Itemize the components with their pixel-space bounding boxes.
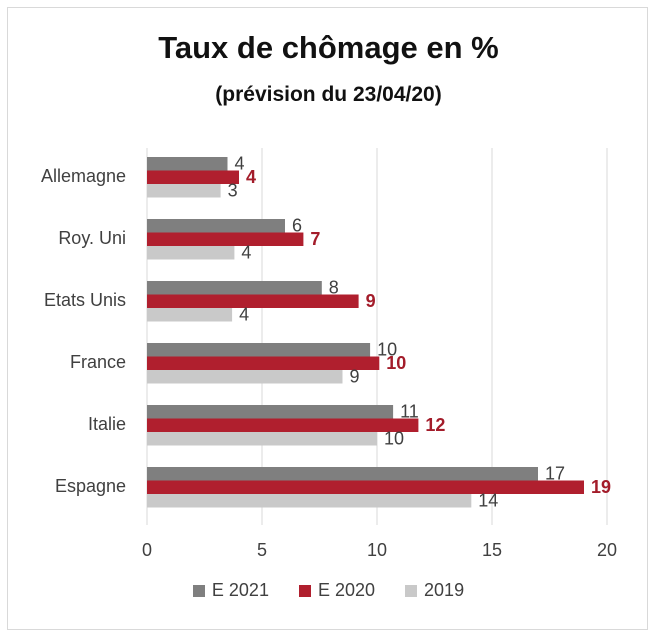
data-label: 11 xyxy=(400,402,419,422)
data-label: 4 xyxy=(246,167,256,187)
category-label: Italie xyxy=(88,414,126,434)
bar xyxy=(147,170,239,184)
data-label: 8 xyxy=(329,278,339,298)
bar xyxy=(147,480,584,494)
data-label: 10 xyxy=(386,353,406,373)
x-tick-label: 5 xyxy=(257,540,267,560)
data-label: 14 xyxy=(478,491,498,511)
legend-item: E 2021 xyxy=(192,580,269,601)
bar xyxy=(147,219,285,233)
data-label: 6 xyxy=(292,216,302,236)
data-label: 19 xyxy=(591,477,611,497)
bar xyxy=(147,432,377,446)
bar xyxy=(147,418,419,432)
legend-item: 2019 xyxy=(405,580,464,601)
x-tick-label: 10 xyxy=(367,540,387,560)
data-label: 9 xyxy=(366,291,376,311)
x-tick-label: 20 xyxy=(597,540,617,560)
chart-legend: E 2021 E 2020 2019 xyxy=(0,580,657,601)
bar xyxy=(147,467,538,481)
data-label: 7 xyxy=(310,229,320,249)
data-label: 4 xyxy=(235,154,245,174)
bar xyxy=(147,343,371,357)
chart-frame xyxy=(7,7,648,630)
x-tick-label: 0 xyxy=(142,540,152,560)
data-label: 9 xyxy=(350,367,360,387)
category-label: Allemagne xyxy=(41,166,126,186)
data-label: 10 xyxy=(377,340,397,360)
data-label: 17 xyxy=(545,464,565,484)
legend-swatch xyxy=(298,584,311,597)
legend-swatch xyxy=(405,584,418,597)
legend-swatch xyxy=(192,584,205,597)
bar xyxy=(147,281,322,295)
legend-label: 2019 xyxy=(424,580,465,600)
legend-label: E 2021 xyxy=(211,580,269,600)
bar xyxy=(147,232,304,246)
category-label: Roy. Uni xyxy=(58,228,126,248)
data-label: 12 xyxy=(425,415,445,435)
bar xyxy=(147,294,359,308)
bar xyxy=(147,157,228,171)
chart-title: Taux de chômage en % xyxy=(158,30,499,65)
bar xyxy=(147,246,235,260)
bar xyxy=(147,494,472,508)
category-label: Etats Unis xyxy=(44,290,126,310)
category-label: France xyxy=(70,352,126,372)
bar xyxy=(147,405,394,419)
x-tick-label: 15 xyxy=(482,540,502,560)
legend-item: E 2020 xyxy=(298,580,376,601)
chart-subtitle: (prévision du 23/04/20) xyxy=(215,83,442,106)
data-label: 4 xyxy=(241,243,251,263)
data-label: 10 xyxy=(384,429,404,449)
legend-label: E 2020 xyxy=(317,580,376,600)
data-label: 3 xyxy=(228,181,238,201)
bar xyxy=(147,184,221,198)
category-label: Espagne xyxy=(55,476,126,496)
bar xyxy=(147,370,343,384)
bar xyxy=(147,356,380,370)
data-label: 4 xyxy=(239,305,249,325)
bar xyxy=(147,308,233,322)
